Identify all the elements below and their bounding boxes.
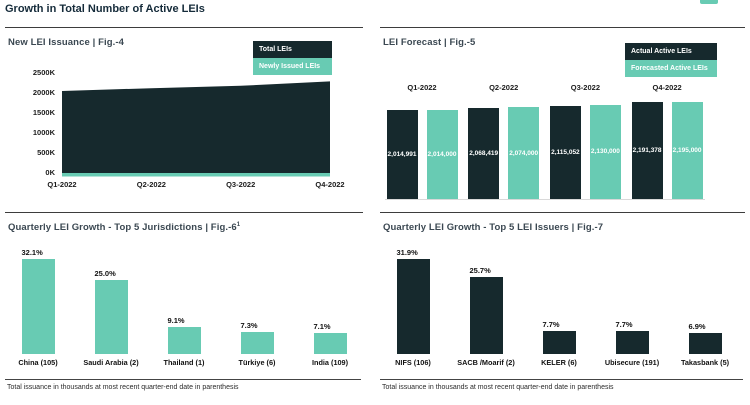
legend-new-lei-issuance: Total LEIs Newly Issued LEIs	[253, 41, 332, 75]
actual-bar: 2,014,991	[386, 109, 418, 199]
x-tick-label: Q2-2022	[136, 180, 166, 189]
chart-title-text: Quarterly LEI Growth - Top 5 Jurisdictio…	[8, 222, 237, 234]
bar-percent-label: 7.7%	[615, 320, 633, 330]
chart-title-top5-issuers: Quarterly LEI Growth - Top 5 LEI Issuers…	[383, 222, 604, 233]
category-bar	[313, 332, 347, 354]
y-tick-label: 0K	[45, 168, 55, 177]
category-label: SACB /Moarif (2)	[457, 358, 515, 367]
legend-item-newly-issued-leis: Newly Issued LEIs	[253, 58, 332, 75]
chart-title-lei-forecast: LEI Forecast | Fig.-5	[383, 37, 476, 48]
category-bar	[396, 259, 430, 354]
quarter-label: Q4-2022	[652, 83, 682, 92]
bar-percent-label: 6.9%	[688, 322, 706, 332]
page-title: Growth in Total Number of Active LEIs	[5, 3, 205, 15]
category-bar	[542, 331, 576, 354]
bar-percent-label: 7.1%	[313, 321, 331, 331]
category-bar	[688, 333, 722, 354]
category-label: Türkiye (6)	[238, 358, 276, 367]
bar-value-label: 2,130,000	[590, 148, 620, 156]
forecast-bar: 2,014,000	[426, 109, 458, 199]
category-bar	[94, 280, 128, 354]
category-bar	[21, 259, 55, 354]
forecast-bar: 2,130,000	[589, 104, 621, 199]
bar-value-label: 2,014,991	[387, 150, 417, 158]
x-axis-line	[385, 199, 705, 200]
bar-percent-label: 25.7%	[469, 266, 491, 276]
y-tick-label: 1000K	[32, 128, 55, 137]
category-label: India (109)	[311, 358, 349, 367]
bar-percent-label: 7.7%	[542, 320, 560, 330]
area-chart-svg	[62, 81, 330, 177]
panel-new-lei-issuance: New LEI Issuance | Fig.-4 Total LEIs New…	[5, 27, 363, 211]
y-tick-label: 500K	[37, 148, 55, 157]
bar-percent-label: 32.1%	[21, 248, 43, 257]
category-label: NIFS (106)	[395, 358, 431, 367]
y-tick-label: 2500K	[32, 68, 55, 77]
forecast-bar: 2,195,000	[671, 102, 703, 199]
bar-value-label: 2,074,000	[509, 149, 539, 157]
quarter-label: Q3-2022	[570, 83, 600, 92]
category-label: China (105)	[18, 358, 58, 367]
bar-percent-label: 7.3%	[240, 321, 258, 331]
legend-lei-forecast: Actual Active LEIs Forecasted Active LEI…	[625, 43, 717, 77]
panel-lei-forecast: LEI Forecast | Fig.-5 Actual Active LEIs…	[380, 27, 745, 211]
bar-percent-label: 25.0%	[94, 269, 116, 278]
category-label: Saudi Arabia (2)	[83, 358, 139, 367]
category-label: Takasbank (5)	[680, 358, 730, 367]
y-tick-label: 2000K	[32, 88, 55, 97]
area-chart-plot	[62, 73, 330, 177]
quarter-label: Q2-2022	[489, 83, 519, 92]
category-bar	[615, 331, 649, 354]
category-label: Thailand (1)	[163, 358, 205, 367]
bar-value-label: 2,191,378	[632, 147, 662, 155]
logo-mark	[700, 0, 718, 4]
legend-item-total-leis: Total LEIs	[253, 41, 332, 58]
bar-percent-label: 9.1%	[167, 316, 185, 326]
panel-top5-issuers: Quarterly LEI Growth - Top 5 LEI Issuers…	[380, 212, 745, 396]
chart-footnote: Total issuance in thousands at most rece…	[382, 384, 614, 391]
actual-bar: 2,115,052	[549, 105, 581, 199]
x-tick-label: Q3-2022	[226, 180, 256, 189]
bar-value-label: 2,068,419	[469, 149, 499, 157]
footnote-marker: 1	[236, 222, 241, 228]
chart-title-top5-jurisdictions: Quarterly LEI Growth - Top 5 Jurisdictio…	[8, 222, 240, 233]
actual-bar: 2,191,378	[631, 102, 663, 199]
divider-line	[380, 379, 743, 380]
bar-percent-label: 31.9%	[396, 248, 418, 257]
forecast-bar: 2,074,000	[508, 107, 540, 199]
category-bar	[167, 327, 201, 354]
x-tick-label: Q1-2022	[47, 180, 77, 189]
bar-value-label: 2,115,052	[551, 148, 580, 156]
x-tick-label: Q4-2022	[315, 180, 345, 189]
bar-value-label: 2,014,000	[427, 150, 457, 158]
newly-issued-leis-area	[62, 173, 330, 177]
y-tick-label: 1500K	[32, 108, 55, 117]
category-bar	[240, 332, 274, 354]
legend-item-forecasted-active-leis: Forecasted Active LEIs	[625, 60, 717, 77]
category-label: Ubisecure (191)	[604, 358, 660, 367]
panel-top5-jurisdictions: Quarterly LEI Growth - Top 5 Jurisdictio…	[5, 212, 363, 396]
bar-value-label: 2,195,000	[672, 147, 702, 154]
total-leis-area	[62, 81, 330, 173]
chart-title-new-lei-issuance: New LEI Issuance | Fig.-4	[8, 37, 125, 48]
chart-footnote: Total issuance in thousands at most rece…	[7, 384, 239, 391]
quarter-label: Q1-2022	[407, 83, 437, 92]
actual-bar: 2,068,419	[468, 107, 500, 199]
divider-line	[5, 379, 361, 380]
category-bar	[469, 277, 503, 354]
legend-item-actual-active-leis: Actual Active LEIs	[625, 43, 717, 60]
category-label: KELER (6)	[541, 358, 577, 367]
